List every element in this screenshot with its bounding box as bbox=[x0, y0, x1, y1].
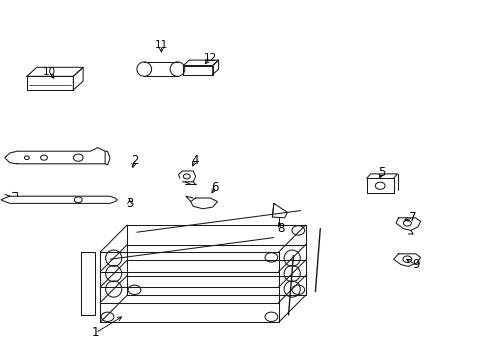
Text: 11: 11 bbox=[154, 40, 168, 50]
Text: 7: 7 bbox=[408, 211, 416, 224]
Text: 8: 8 bbox=[277, 222, 285, 235]
Text: 5: 5 bbox=[377, 166, 385, 179]
Text: 3: 3 bbox=[125, 197, 133, 210]
Text: 4: 4 bbox=[191, 154, 199, 167]
Text: 10: 10 bbox=[42, 67, 55, 77]
Text: 6: 6 bbox=[211, 181, 219, 194]
Text: 12: 12 bbox=[203, 53, 217, 63]
Text: 1: 1 bbox=[91, 327, 99, 339]
Text: 9: 9 bbox=[411, 258, 419, 271]
Text: 2: 2 bbox=[130, 154, 138, 167]
